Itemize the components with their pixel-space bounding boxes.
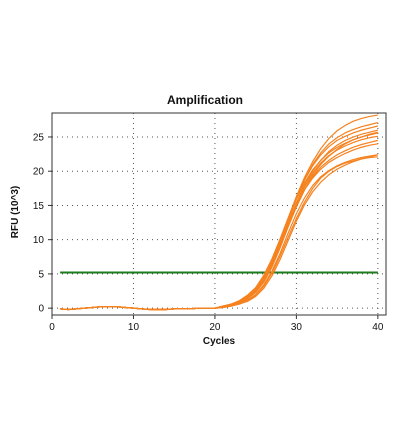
x-tick-label: 30	[291, 322, 303, 333]
y-tick-label: 20	[33, 167, 45, 178]
amplification-curve-9	[60, 129, 378, 311]
axis-ticks: 0 10 20 30 40 0 5 10 15 20 25	[33, 132, 384, 333]
amplification-curve-12	[60, 135, 378, 311]
y-axis-label: RFU (10^3)	[10, 186, 21, 239]
chart-title: Amplification	[167, 93, 243, 107]
y-tick-label: 25	[33, 132, 45, 143]
amplification-curve-7	[60, 154, 378, 311]
y-tick-label: 15	[33, 201, 45, 212]
y-tick-label: 10	[33, 235, 45, 246]
gridlines	[51, 113, 386, 315]
amplification-curve-5	[60, 139, 378, 311]
amplification-curve-11	[60, 154, 378, 311]
y-tick-label: 0	[38, 304, 44, 315]
amplification-curve-10	[60, 125, 378, 311]
x-tick-label: 40	[372, 322, 384, 333]
y-tick-label: 5	[38, 269, 44, 280]
amplification-curve-6	[60, 143, 378, 311]
x-tick-label: 20	[209, 322, 221, 333]
amplification-curve-8	[60, 156, 378, 311]
plot-frame	[51, 112, 387, 316]
x-axis-label: Cycles	[203, 336, 236, 347]
x-tick-label: 10	[128, 322, 140, 333]
x-tick-label: 0	[49, 322, 55, 333]
amplification-curve-3	[60, 114, 378, 311]
amplification-curves	[60, 114, 378, 311]
